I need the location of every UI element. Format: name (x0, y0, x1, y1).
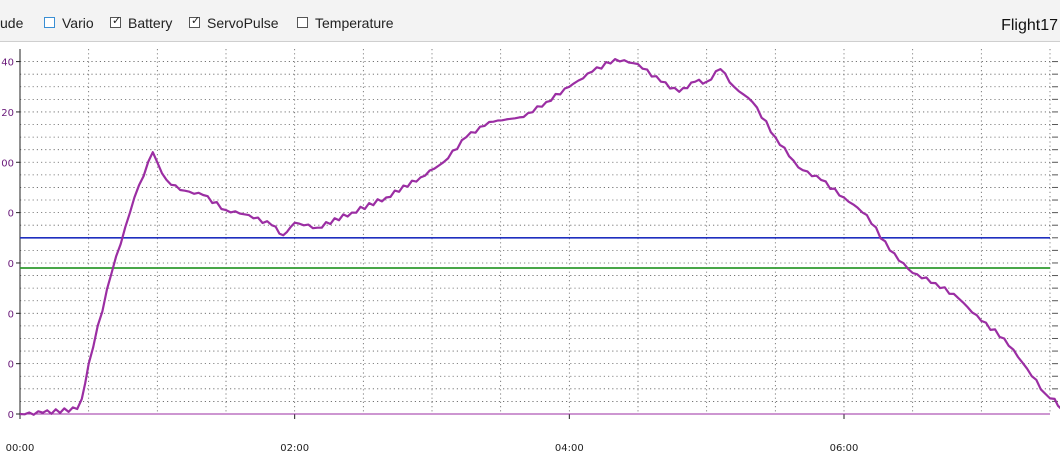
toggle-label-temperature[interactable]: Temperature (315, 15, 394, 31)
y-tick-label: 00 (1, 158, 14, 169)
y-tick-label: 0 (8, 259, 14, 270)
y-tick-label: 0 (8, 309, 14, 320)
x-tick-label: 06:00 (830, 443, 859, 454)
toggle-label-battery[interactable]: Battery (128, 15, 173, 31)
y-tick-label: 0 (8, 209, 14, 220)
altitude-line (19, 58, 1060, 416)
series-toolbar: ude Vario ✓ Battery ✓ ServoPulse Tempera… (0, 0, 1060, 42)
vario-checkbox[interactable] (44, 17, 55, 28)
servopulse-checkbox[interactable]: ✓ (189, 15, 201, 28)
x-tick-label: 00:00 (6, 443, 35, 454)
flight-title: Flight17 (1001, 17, 1058, 34)
toggle-label-altitude[interactable]: ude (0, 15, 24, 31)
chart-area: 40 20 00 0 0 0 0 0 00:00 02:00 04:00 06:00 (0, 41, 1060, 455)
y-tick-label: 20 (1, 108, 14, 119)
checkmark-icon: ✓ (191, 15, 201, 27)
y-tick-label: 40 (1, 58, 14, 69)
y-tick-label: 0 (8, 410, 14, 421)
checkmark-icon: ✓ (112, 15, 122, 27)
x-tick-label: 04:00 (555, 443, 584, 454)
x-tick-label: 02:00 (280, 443, 309, 454)
temperature-checkbox[interactable] (297, 17, 308, 28)
y-tick-label: 0 (8, 360, 14, 371)
battery-checkbox[interactable]: ✓ (110, 15, 122, 28)
toggle-label-vario[interactable]: Vario (62, 15, 94, 31)
toggle-label-servopulse[interactable]: ServoPulse (207, 15, 279, 31)
